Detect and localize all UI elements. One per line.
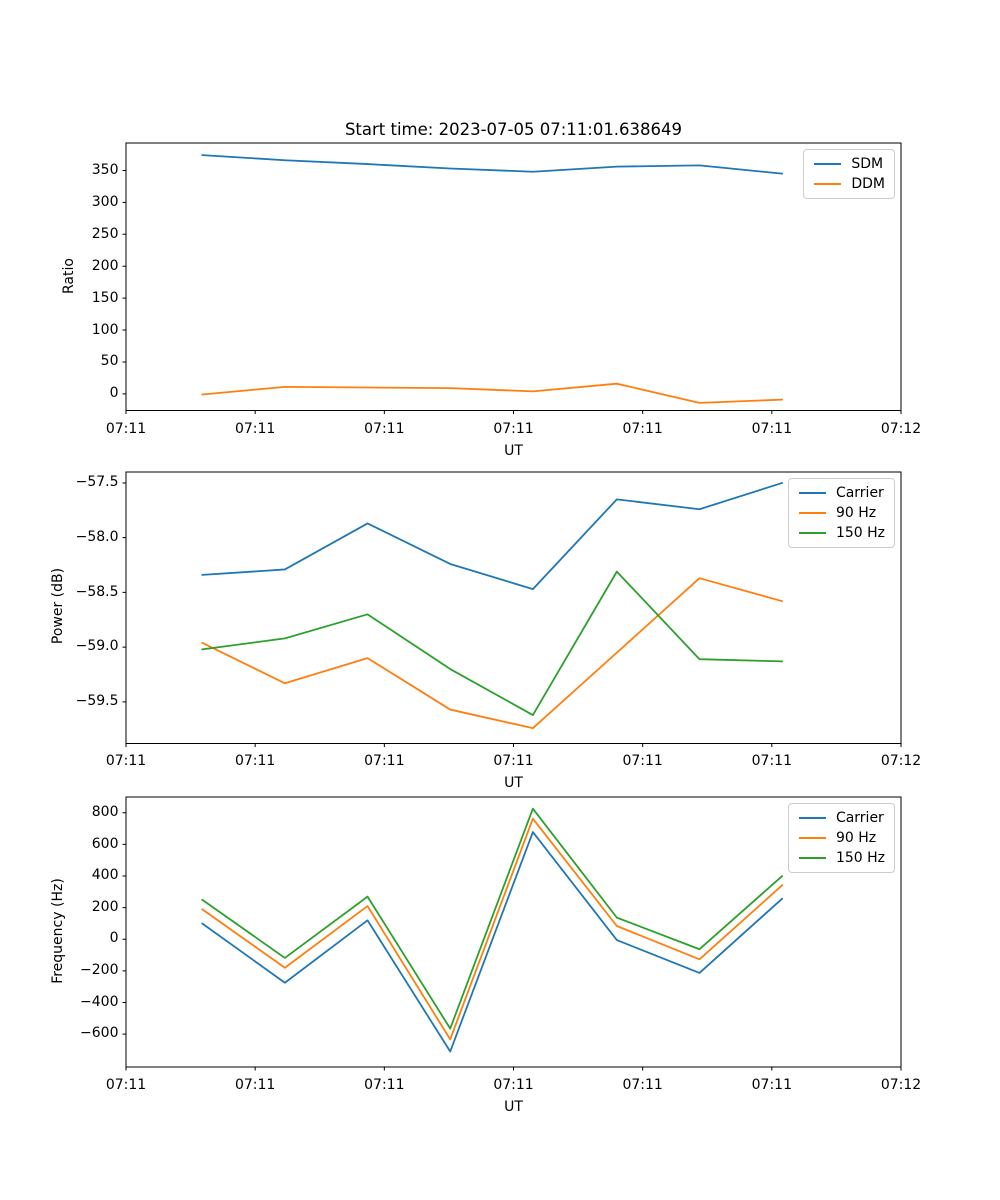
plot-frame	[125, 796, 902, 1068]
x-tick-label: 07:11	[751, 420, 792, 437]
x-tick-label: 07:11	[105, 753, 147, 770]
plot-frame	[125, 471, 902, 744]
x-tick-label: 07:11	[105, 1076, 147, 1093]
x-tick-label: 07:11	[234, 420, 276, 437]
x-tick-label: 07:11	[364, 753, 405, 770]
legend-line-sample	[814, 163, 842, 165]
x-tick-label: 07:12	[880, 420, 922, 437]
plot-area-2	[122, 471, 902, 747]
y-tick-label: −400	[80, 993, 119, 1010]
legend: SDM DDM	[803, 149, 895, 199]
series-line-carrier	[201, 481, 784, 590]
y-tick-label: 0	[109, 385, 119, 402]
legend-item-150-hz: 150 Hz	[798, 524, 885, 541]
legend-line-sample	[798, 531, 826, 534]
x-tick-label: 07:11	[364, 420, 405, 437]
y-tick-label: 50	[100, 353, 119, 370]
y-tick-label: 200	[91, 257, 119, 274]
x-tick-label: 07:11	[622, 753, 663, 770]
legend-item-90-hz: 90 Hz	[798, 504, 885, 521]
legend-label: Carrier	[835, 809, 884, 826]
legend-line-sample	[798, 491, 826, 494]
legend-item-carrier: Carrier	[798, 484, 885, 501]
y-tick-label: 600	[91, 835, 119, 852]
y-tick-label: 150	[91, 289, 119, 306]
y-tick-label: 100	[91, 321, 119, 338]
legend-item-90-hz: 90 Hz	[798, 829, 885, 846]
x-tick-label: 07:11	[493, 753, 534, 770]
y-tick-label: 400	[91, 867, 119, 884]
x-tick-label: 07:11	[622, 1076, 663, 1093]
legend-line-sample	[798, 816, 826, 819]
y-tick-label: −59.0	[75, 638, 119, 655]
y-tick-label: −200	[80, 962, 119, 979]
legend-label: 90 Hz	[835, 504, 877, 521]
legend-item-carrier: Carrier	[798, 809, 885, 826]
y-axis-label: Frequency (Hz)	[50, 877, 66, 984]
legend-line-sample	[798, 836, 826, 839]
x-tick-label: 07:11	[105, 420, 147, 437]
legend-label: SDM	[851, 156, 884, 172]
legend-line-sample	[798, 856, 826, 859]
y-tick-label: 200	[91, 898, 119, 915]
x-axis-label: UT	[504, 775, 523, 792]
y-tick-label: 350	[91, 161, 119, 178]
y-tick-label: −58.5	[75, 583, 119, 600]
legend-item-sdm: SDM	[814, 156, 885, 172]
y-tick-label: 0	[109, 930, 119, 947]
series-line-ddm	[201, 382, 784, 404]
tick-marks	[122, 169, 902, 414]
x-tick-label: 07:11	[751, 1076, 792, 1093]
x-tick-label: 07:11	[622, 420, 663, 437]
y-tick-label: 300	[91, 193, 119, 210]
x-tick-label: 07:12	[880, 1076, 922, 1093]
legend-label: Carrier	[835, 484, 884, 501]
series-line-90-hz	[201, 817, 784, 1040]
y-tick-label: −57.5	[75, 474, 119, 491]
plot-area-3	[122, 796, 902, 1071]
legend: Carrier 90 Hz 150 Hz	[787, 802, 895, 873]
y-tick-label: −58.0	[75, 528, 119, 545]
series-line-150-hz	[201, 570, 784, 716]
legend-label: 90 Hz	[835, 829, 877, 846]
legend-line-sample	[814, 183, 842, 185]
legend-item-ddm: DDM	[814, 176, 885, 192]
y-tick-label: −600	[80, 1025, 119, 1042]
x-tick-label: 07:11	[234, 753, 276, 770]
figure-title: Start time: 2023-07-05 07:11:01.638649	[344, 120, 683, 139]
series-line-sdm	[201, 154, 784, 175]
series-line-150-hz	[201, 807, 784, 1030]
legend-item-150-hz: 150 Hz	[798, 849, 885, 866]
legend-label: 150 Hz	[835, 524, 885, 541]
y-axis-label: Ratio	[61, 257, 77, 294]
x-tick-label: 07:11	[493, 420, 534, 437]
tick-marks	[122, 811, 902, 1071]
x-axis-label: UT	[504, 1098, 523, 1115]
plot-area-1	[122, 142, 902, 414]
legend-label: 150 Hz	[835, 849, 885, 866]
y-tick-label: 250	[91, 225, 119, 242]
x-tick-label: 07:11	[493, 1076, 534, 1093]
legend-line-sample	[798, 511, 826, 514]
y-axis-label: Power (dB)	[50, 568, 66, 645]
x-tick-label: 07:11	[364, 1076, 405, 1093]
series-line-90-hz	[201, 576, 784, 729]
x-tick-label: 07:11	[751, 753, 792, 770]
plot-frame	[125, 142, 902, 411]
legend-label: DDM	[851, 176, 885, 192]
series-line-carrier	[201, 830, 784, 1053]
x-tick-label: 07:12	[880, 753, 922, 770]
x-axis-label: UT	[504, 442, 523, 459]
y-tick-label: −59.5	[75, 693, 119, 710]
legend: Carrier 90 Hz 150 Hz	[787, 477, 895, 548]
x-tick-label: 07:11	[234, 1076, 276, 1093]
tick-marks	[122, 482, 902, 747]
y-tick-label: 800	[91, 804, 119, 820]
